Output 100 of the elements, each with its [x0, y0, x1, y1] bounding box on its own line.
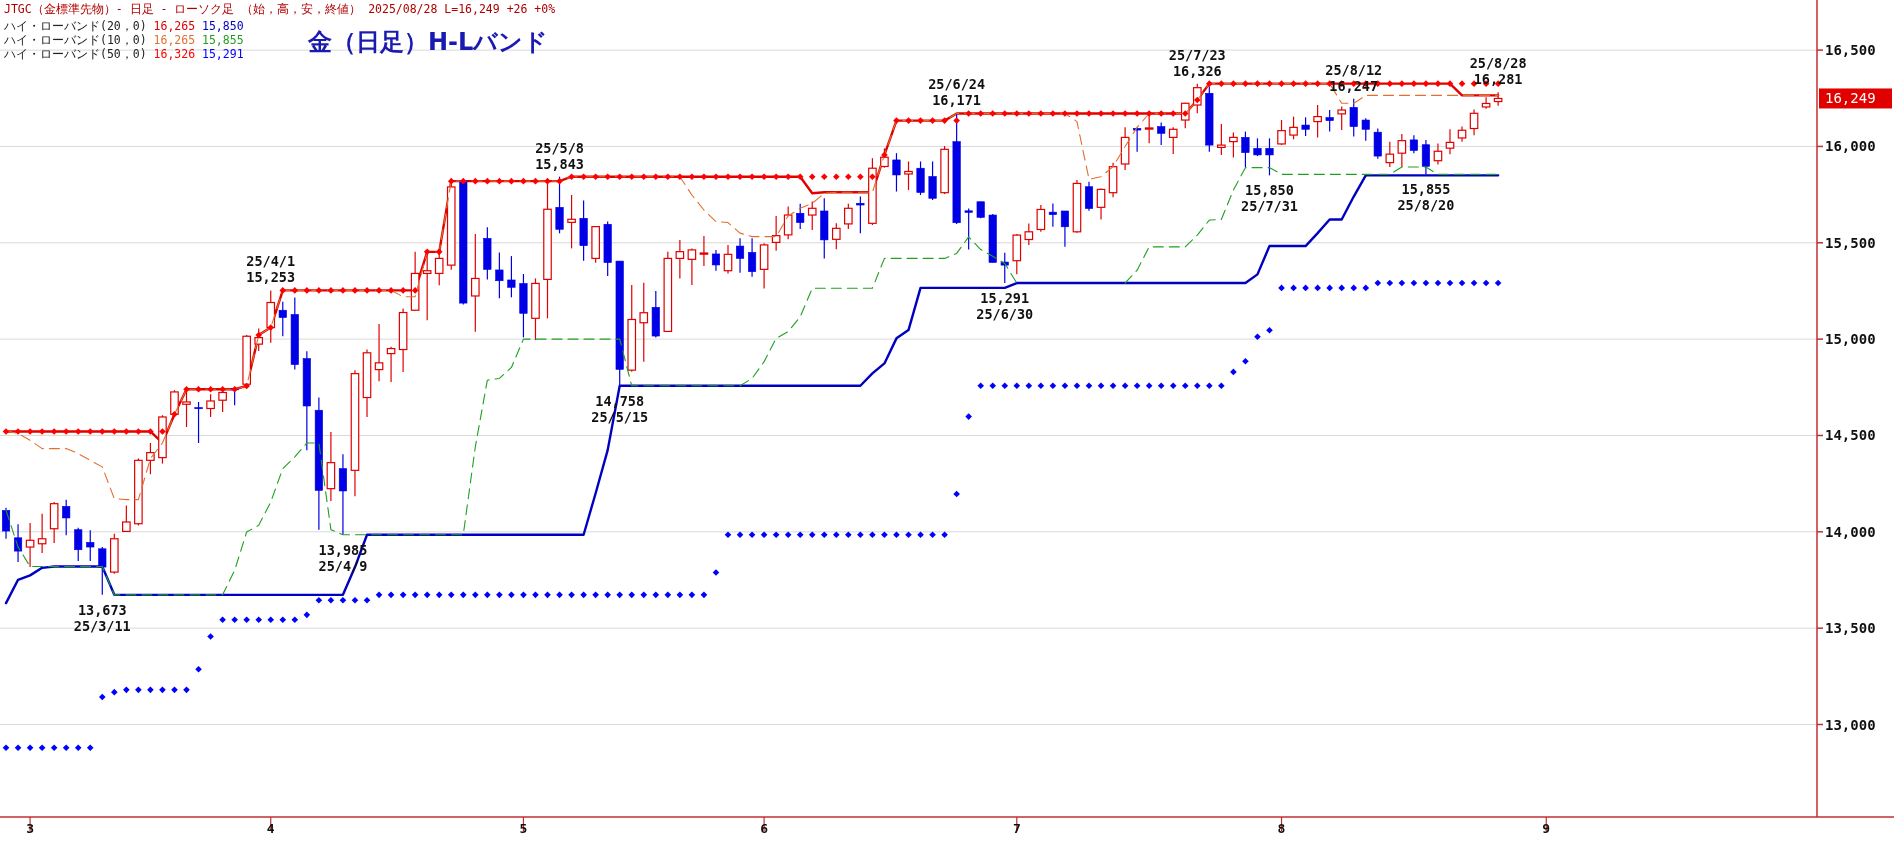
candlestick [1060, 210, 1069, 248]
candlestick [964, 207, 973, 251]
candlestick [1325, 109, 1334, 133]
candlestick [1289, 115, 1298, 140]
candlestick [675, 239, 685, 280]
candlestick [374, 323, 384, 382]
candlestick [1337, 105, 1347, 131]
annotation: 15,291 25/6/30 [976, 290, 1034, 323]
candlestick [1048, 202, 1057, 228]
candlestick [1133, 126, 1142, 153]
candlestick [639, 282, 649, 363]
annotation: 25/8/28 16,281 [1469, 55, 1527, 88]
x-tick-label: 3 [26, 821, 34, 836]
candlestick [470, 233, 480, 333]
x-tick-label: 9 [1542, 821, 1551, 836]
candlestick [1445, 128, 1455, 155]
candlestick [1084, 181, 1094, 212]
candlestick [856, 195, 865, 234]
candlestick [170, 389, 179, 416]
candlestick [1469, 108, 1479, 136]
candlestick [338, 453, 347, 536]
candlestick [194, 401, 203, 444]
candlestick [807, 200, 817, 231]
y-tick-label: 15,500 [1825, 234, 1876, 251]
candlestick [1036, 204, 1046, 233]
candlestick [62, 499, 71, 536]
candlestick [567, 194, 576, 249]
y-tick-label: 16,500 [1825, 42, 1876, 59]
candlestick [748, 237, 757, 278]
candlestick [831, 222, 841, 250]
candlestick [1493, 91, 1503, 107]
candlestick [1277, 119, 1286, 146]
annotation: 25/6/24 16,171 [928, 76, 986, 109]
candlestick [904, 160, 913, 191]
candlestick [687, 247, 697, 286]
annotation: 25/5/8 15,843 [535, 139, 584, 172]
chart-subtitle: JTGC（金標準先物）- 日足 - ローソク足 （始，高，安，終値） 2025/08/28 L=16,249 +26 +0% [4, 2, 556, 16]
y-tick-label: 13,500 [1825, 620, 1876, 637]
candlestick [25, 522, 35, 568]
candlestick [1000, 252, 1009, 284]
x-tick-label: 6 [760, 821, 769, 836]
y-tick-label: 16,000 [1825, 138, 1876, 155]
candlestick [206, 393, 215, 418]
candlestick [736, 237, 745, 274]
candlestick [386, 346, 396, 383]
x-tick-label: 7 [1012, 821, 1021, 836]
candlestick [1217, 123, 1226, 156]
annotation: 25/4/1 15,253 [246, 253, 296, 286]
candlestick [771, 215, 781, 252]
candlestick [1481, 96, 1491, 110]
candlestick [1301, 116, 1310, 137]
annotation: ハイ・ローバンド(50，0) 16,326 15,291 [4, 47, 244, 61]
candlestick [1397, 133, 1407, 168]
candlestick [278, 301, 287, 337]
y-tick-label: 15,000 [1825, 331, 1876, 348]
candlestick [1385, 141, 1395, 168]
candlestick [1168, 126, 1178, 155]
candlestick [1024, 222, 1034, 246]
candlestick [86, 529, 95, 562]
candlestick [1421, 139, 1430, 175]
candlestick [1373, 127, 1382, 160]
candlestick [1241, 131, 1250, 169]
candlestick [1313, 104, 1322, 138]
candlestick [122, 504, 131, 533]
annotation: 25/7/23 16,326 [1168, 46, 1226, 79]
candlestick [796, 203, 805, 230]
x-tick-label: 4 [266, 821, 275, 836]
candlestick [507, 255, 516, 298]
candlestick [1, 507, 11, 540]
x-tick-label: 8 [1277, 821, 1286, 836]
annotation: 13,673 25/3/11 [73, 601, 131, 634]
candlestick [98, 546, 107, 596]
annotation: 15,850 25/7/31 [1241, 182, 1298, 215]
candlestick [1265, 137, 1274, 176]
annotation: 16,249 [1819, 88, 1892, 109]
y-tick-label: 14,500 [1825, 427, 1876, 444]
candlestick [1096, 187, 1106, 221]
candlestick [495, 252, 504, 299]
annotation: ハイ・ローバンド(20，0) 16,265 15,850 [4, 19, 244, 33]
y-tick-label: 13,000 [1825, 716, 1876, 733]
candlestick [37, 513, 47, 554]
candlestick [1349, 98, 1358, 138]
candlestick [844, 203, 853, 230]
annotation: 15,855 25/8/20 [1397, 181, 1455, 214]
candlestick [928, 160, 937, 201]
candlestick [146, 442, 155, 475]
candlestick [1361, 117, 1370, 142]
candlestick [74, 527, 83, 562]
candlestick [14, 523, 23, 563]
candlestick [1157, 121, 1166, 146]
candlestick [723, 244, 733, 275]
annotation: ハイ・ローバンド(10，0) 16,265 15,855 [4, 33, 244, 47]
candlestick [783, 205, 793, 240]
candlestick [711, 249, 720, 272]
candlestick [892, 152, 901, 193]
y-tick-label: 14,000 [1825, 523, 1876, 540]
text: 金（日足）H-Lバンド [307, 28, 549, 56]
candlestick [1229, 131, 1238, 159]
candlestick [699, 235, 709, 267]
x-tick-label: 5 [519, 821, 528, 836]
